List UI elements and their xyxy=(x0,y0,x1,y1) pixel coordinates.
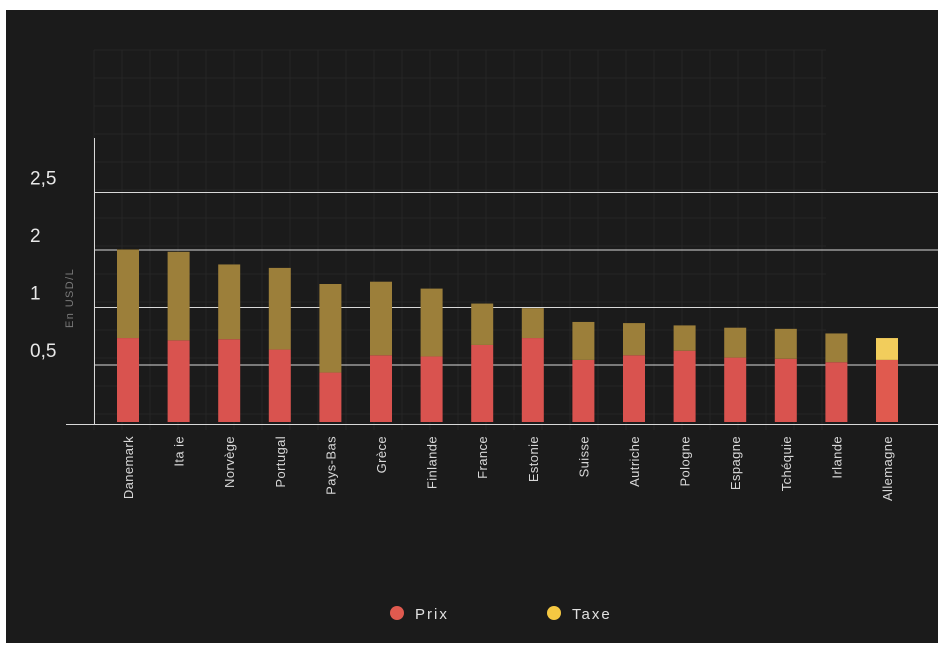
legend-marker xyxy=(390,606,404,620)
bar-prix xyxy=(268,349,291,422)
axes xyxy=(66,138,938,425)
x-tick-label: Norvège xyxy=(222,436,237,488)
bar-taxe xyxy=(572,321,595,360)
bar-prix xyxy=(370,355,392,422)
bar-prix xyxy=(521,338,544,422)
x-tick-label: Suisse xyxy=(576,436,591,477)
bar-prix xyxy=(319,372,342,422)
x-tick-label: Tchéquie xyxy=(779,436,794,491)
background-grid xyxy=(93,49,826,430)
chart-frame: 0,5 1 2 2,5 Danemark Ita ie Norvège Portugal Pa… xyxy=(6,10,938,643)
legend: Prix Taxe xyxy=(390,606,612,623)
bar-chart: 0,5 1 2 2,5 Danemark Ita ie Norvège Portugal Pa… xyxy=(30,49,938,623)
legend-marker xyxy=(547,606,561,620)
bar-taxe xyxy=(420,288,443,357)
bar-prix xyxy=(623,355,645,422)
bar-taxe xyxy=(724,327,747,358)
x-tick-label: Allemagne xyxy=(880,436,895,501)
bar-taxe xyxy=(673,325,696,351)
legend-label: Taxe xyxy=(572,606,612,623)
y-tick-label: 2,5 xyxy=(30,169,56,190)
bars xyxy=(117,249,898,422)
y-axis-title: En USD/L xyxy=(64,268,76,328)
bar-prix xyxy=(724,357,747,422)
x-tick-label: Espagne xyxy=(728,436,743,490)
bar-taxe xyxy=(774,328,797,359)
y-tick-label: 2 xyxy=(30,226,41,247)
x-tick-labels: Danemark Ita ie Norvège Portugal Pays-Bas Grè… xyxy=(121,436,895,501)
bar-prix xyxy=(167,340,190,422)
bar-taxe xyxy=(218,264,241,340)
bar-prix xyxy=(471,344,494,422)
bar-taxe xyxy=(167,251,190,341)
bar-prix xyxy=(825,362,848,422)
bar-taxe xyxy=(623,323,645,356)
bar-prix xyxy=(572,359,595,422)
x-tick-label: Finlande xyxy=(425,436,440,489)
bar-taxe xyxy=(876,338,898,360)
bar-prix xyxy=(420,356,443,422)
bar-prix xyxy=(117,338,139,422)
bar-taxe xyxy=(319,284,342,373)
y-tick-label: 1 xyxy=(30,284,41,305)
legend-label: Prix xyxy=(415,606,449,623)
x-tick-label: Ita ie xyxy=(172,436,187,467)
bar-prix xyxy=(774,358,797,422)
bar-prix xyxy=(876,359,898,422)
bar-taxe xyxy=(825,333,848,363)
bar-taxe xyxy=(117,249,139,339)
x-tick-label: Grèce xyxy=(374,436,389,473)
x-tick-label: Pays-Bas xyxy=(323,436,338,495)
bar-prix xyxy=(673,350,696,422)
x-tick-label: France xyxy=(475,436,490,479)
y-tick-label: 0,5 xyxy=(30,341,56,362)
x-tick-label: Portugal xyxy=(273,436,288,488)
x-tick-label: Irlande xyxy=(829,436,844,479)
x-tick-label: Pologne xyxy=(678,436,693,487)
bar-taxe xyxy=(370,281,392,356)
bar-taxe xyxy=(521,308,544,339)
x-tick-label: Danemark xyxy=(121,436,136,499)
x-tick-label: Autriche xyxy=(627,436,642,487)
x-tick-label: Estonie xyxy=(526,436,541,482)
bar-prix xyxy=(218,339,241,422)
bar-taxe xyxy=(268,267,291,350)
bar-taxe xyxy=(471,303,494,345)
y-tick-labels: 0,5 1 2 2,5 xyxy=(30,169,56,363)
